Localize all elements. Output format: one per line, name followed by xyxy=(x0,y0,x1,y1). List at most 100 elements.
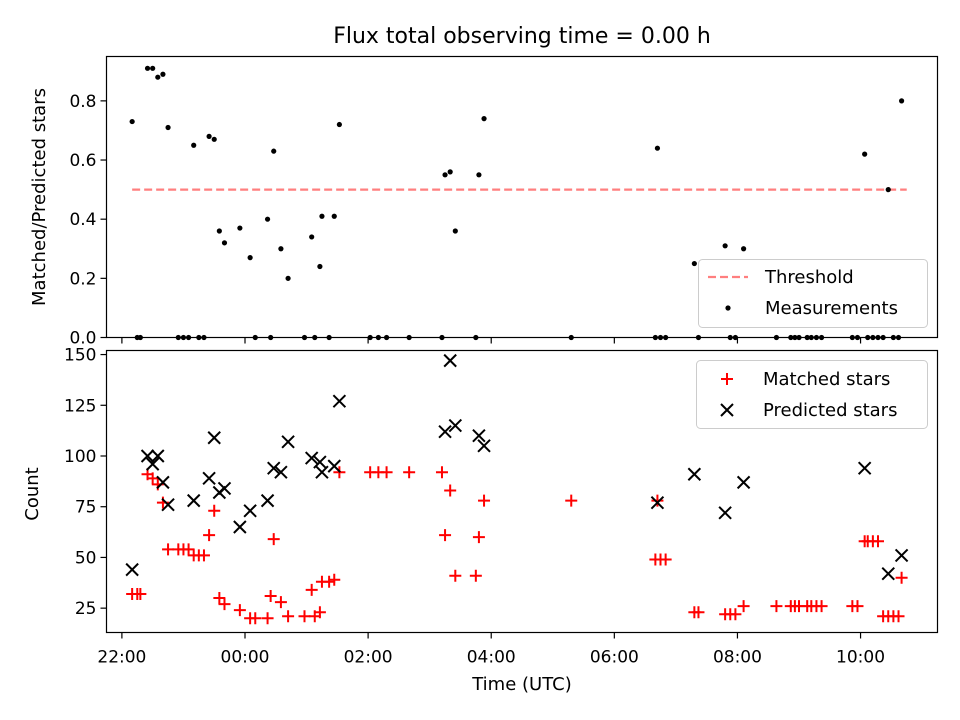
count-ytick-label: 75 xyxy=(75,498,97,518)
measurement-point xyxy=(216,228,222,234)
matched-star-point xyxy=(197,549,210,562)
legend-matched-swatch xyxy=(721,373,733,385)
predicted-star-point xyxy=(650,495,665,510)
predicted-star-point xyxy=(443,353,457,368)
count-xtick-label: 10:00 xyxy=(836,648,885,668)
count-legend-frame xyxy=(696,360,928,429)
matched-star-point xyxy=(892,610,905,623)
matched-star-point xyxy=(692,606,705,619)
count-panel-xlabel: Time (UTC) xyxy=(471,674,572,695)
matched-star-point xyxy=(134,587,147,600)
predicted-star-point xyxy=(161,497,175,512)
matched-star-point xyxy=(565,494,578,507)
measurement-point xyxy=(654,145,661,151)
predicted-star-point xyxy=(327,459,341,473)
matched-star-point xyxy=(323,575,336,588)
matched-star-point xyxy=(267,533,280,546)
matched-star-point xyxy=(208,504,221,517)
measurement-point xyxy=(691,260,697,267)
matched-star-point xyxy=(261,612,274,625)
matched-star-point xyxy=(659,553,672,566)
measurement-point xyxy=(150,65,156,71)
measurement-point xyxy=(144,65,151,71)
legend-predicted-swatch xyxy=(720,403,734,417)
measurement-point xyxy=(741,246,747,252)
figure-title: Flux total observing time = 0.00 h xyxy=(333,24,711,49)
predicted-star-point xyxy=(274,465,288,479)
legend-measurements-label: Measurements xyxy=(765,298,898,319)
matched-star-point xyxy=(729,608,742,621)
measurement-point xyxy=(247,255,253,261)
count-xtick-label: 04:00 xyxy=(467,648,516,668)
predicted-star-point xyxy=(472,429,486,443)
predicted-star-point xyxy=(881,566,895,581)
matched-star-point xyxy=(282,610,295,623)
matched-star-point xyxy=(249,612,262,625)
count-xtick-label: 06:00 xyxy=(590,648,639,668)
measurement-point xyxy=(160,71,166,77)
predicted-star-point xyxy=(125,562,139,577)
matched-star-point xyxy=(439,529,452,542)
ratio-ytick-label: 0.6 xyxy=(69,151,96,171)
matched-star-point xyxy=(435,466,448,479)
measurement-point xyxy=(191,142,197,148)
predicted-star-point xyxy=(140,449,155,463)
measurement-point xyxy=(264,216,271,222)
measurement-point xyxy=(452,228,458,234)
count-ytick-label: 100 xyxy=(64,447,96,467)
predicted-star-point xyxy=(687,467,702,481)
ratio-panel-frame xyxy=(105,55,939,339)
count-panel: 25 50 75 100 125 150 22:00 00:00 02:00 04:00 06:00… xyxy=(22,346,939,695)
ratio-legend-frame xyxy=(698,259,928,328)
measurement-point xyxy=(317,263,323,270)
predicted-star-point xyxy=(281,435,295,449)
predicted-star-point xyxy=(207,431,221,445)
matched-star-point xyxy=(737,600,750,613)
ratio-ytick-label: 0.2 xyxy=(69,269,96,289)
measurement-point xyxy=(481,116,487,122)
matched-star-point xyxy=(146,472,159,485)
count-panel-ylabel: Count xyxy=(22,467,43,520)
measurement-point xyxy=(319,213,325,219)
matched-star-point xyxy=(871,535,884,548)
matched-star-point xyxy=(203,529,216,542)
predicted-star-point xyxy=(438,424,452,439)
predicted-star-point xyxy=(202,471,216,486)
measurement-point xyxy=(271,148,277,154)
predicted-star-point xyxy=(243,504,257,518)
matched-star-point xyxy=(478,494,491,507)
matched-star-point xyxy=(815,600,828,613)
count-ytick-label: 150 xyxy=(64,346,96,366)
predicted-star-point xyxy=(718,506,732,520)
measurement-point xyxy=(336,121,342,128)
count-legend: Matched stars Predicted stars xyxy=(696,360,928,429)
predicted-star-point xyxy=(260,493,275,508)
predicted-star-point xyxy=(857,461,872,475)
count-xtick-label: 02:00 xyxy=(344,648,393,668)
measurement-point xyxy=(155,74,161,80)
predicted-star-point xyxy=(477,439,491,453)
count-ytick-label: 50 xyxy=(75,548,97,568)
matched-star-point xyxy=(770,600,783,613)
predicted-star-point xyxy=(894,548,909,563)
measurement-point xyxy=(885,187,891,193)
measurement-point xyxy=(331,213,337,219)
matched-star-point xyxy=(851,600,864,613)
measurement-point xyxy=(722,243,728,249)
matched-star-point xyxy=(313,606,326,619)
measurement-point xyxy=(221,240,228,246)
measurement-point xyxy=(278,246,284,252)
matched-star-point xyxy=(233,604,246,617)
ratio-ytick-label: 0.8 xyxy=(69,92,96,112)
measurement-point xyxy=(898,98,905,104)
ratio-panel: 0.00.20.40.60.8 Matched/Predicted stars … xyxy=(29,55,939,349)
predicted-star-point xyxy=(151,449,165,463)
measurement-point xyxy=(129,118,135,125)
legend-matched-label: Matched stars xyxy=(763,369,890,390)
matched-star-point xyxy=(218,598,231,611)
ratio-panel-ylabel: Matched/Predicted stars xyxy=(29,88,50,306)
matched-star-point xyxy=(264,589,277,602)
measurement-point xyxy=(165,124,171,131)
predicted-star-point xyxy=(233,520,247,534)
